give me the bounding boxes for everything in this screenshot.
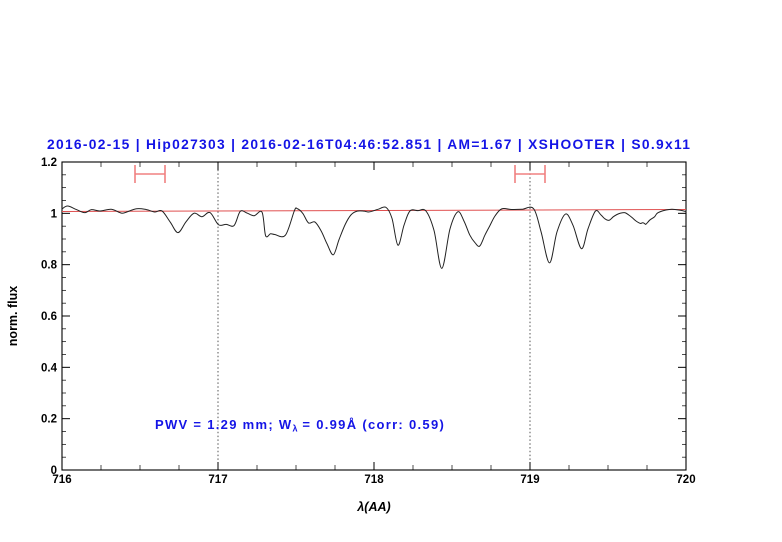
svg-text:0.2: 0.2 (41, 414, 57, 426)
svg-text:720: 720 (676, 474, 695, 486)
svg-text:0.8: 0.8 (41, 260, 58, 272)
svg-text:1.2: 1.2 (41, 157, 57, 169)
svg-text:λ(AA): λ(AA) (356, 500, 390, 514)
svg-text:PWV = 1.29 mm; Wλ = 0.99: PWV = 1.29 mm; Wλ = 0.99Å (corr: 0.59) (155, 417, 445, 434)
svg-text:norm. flux: norm. flux (6, 286, 20, 346)
svg-text:718: 718 (364, 474, 384, 486)
svg-text:0.4: 0.4 (41, 362, 58, 374)
svg-text:1: 1 (51, 208, 58, 220)
svg-text:719: 719 (520, 474, 539, 486)
svg-text:2016-02-15 | Hip027303 | 2: 2016-02-15 | Hip027303 | 2016-02-16T04:4… (47, 137, 691, 152)
svg-text:0: 0 (51, 465, 57, 477)
svg-text:717: 717 (208, 474, 227, 486)
svg-text:0.6: 0.6 (41, 311, 57, 323)
